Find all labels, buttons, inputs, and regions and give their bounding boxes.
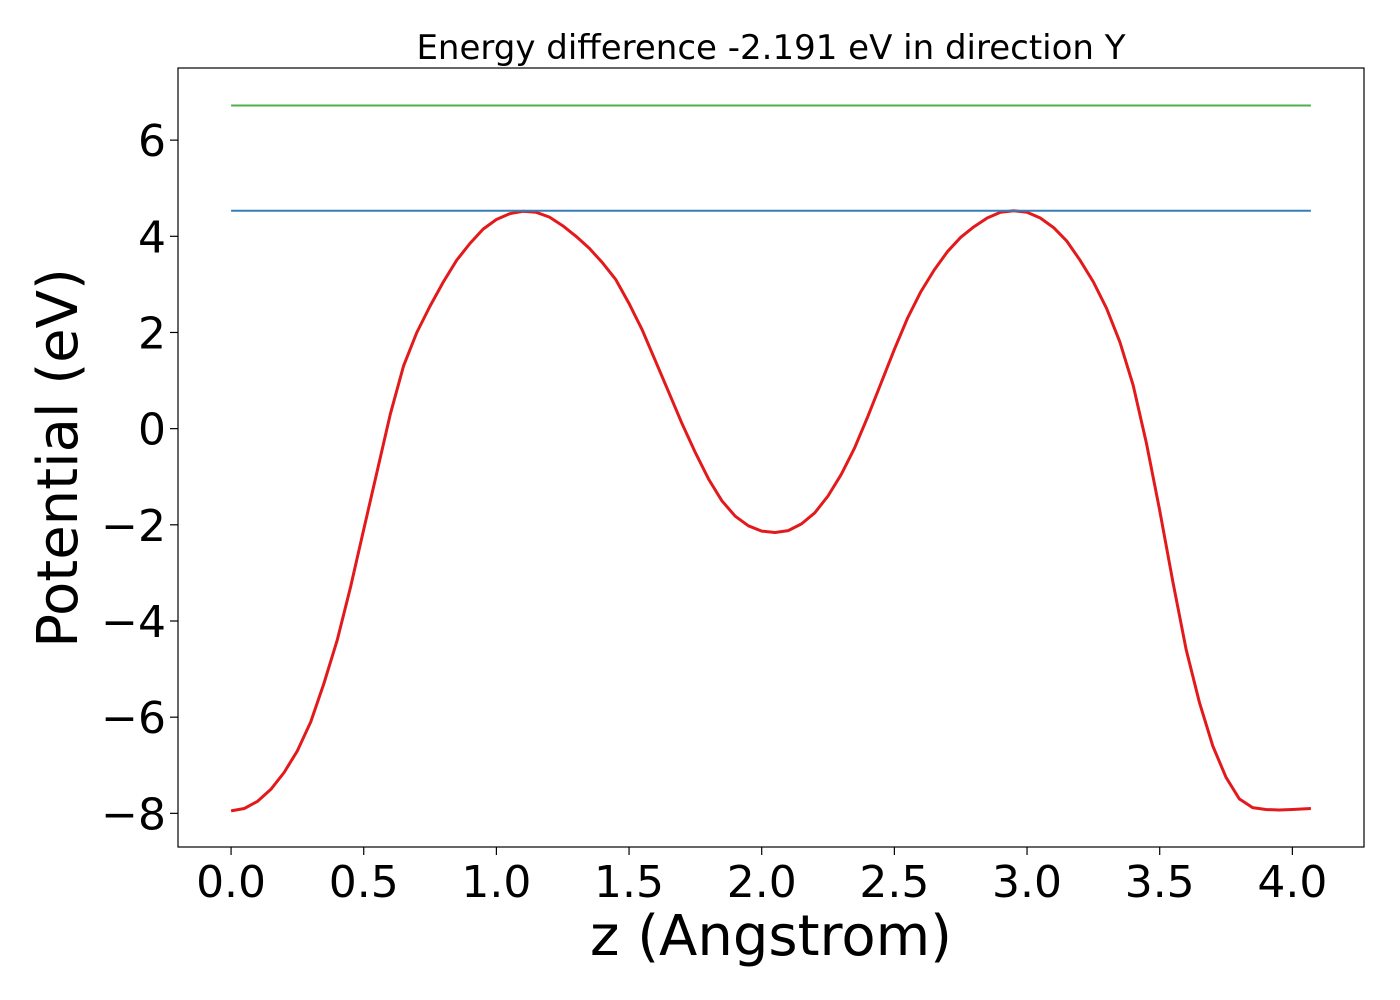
x-tick-label: 1.5 [594, 857, 664, 908]
x-tick-label: 0.0 [196, 857, 266, 908]
y-tick-label: 6 [138, 116, 166, 167]
y-tick-label: −6 [101, 693, 166, 744]
y-tick-label: −8 [101, 789, 166, 840]
y-tick-label: −4 [101, 597, 166, 648]
x-tick-label: 2.0 [727, 857, 797, 908]
x-axis-label: z (Angstrom) [590, 904, 952, 969]
series-layer [230, 104, 1311, 813]
y-tick-label: 2 [138, 308, 166, 359]
x-tick-label: 4.0 [1257, 857, 1327, 908]
y-ticks: −8 −6 −4 −2 0 2 4 6 [101, 116, 178, 840]
x-tick-label: 3.0 [992, 857, 1062, 908]
x-ticks: 0.0 0.5 1.0 1.5 2.0 2.5 3.0 3.5 4.0 [196, 847, 1327, 908]
x-tick-label: 3.5 [1125, 857, 1195, 908]
y-axis-label: Potential (eV) [26, 268, 91, 648]
x-tick-label: 1.0 [461, 857, 531, 908]
series-line-1 [230, 209, 1311, 813]
x-tick-label: 2.5 [859, 857, 929, 908]
y-tick-label: 0 [138, 405, 166, 456]
y-tick-label: −2 [101, 501, 166, 552]
chart-title: Energy difference -2.191 eV in direction… [416, 28, 1125, 68]
plot-frame [177, 67, 1365, 848]
x-tick-label: 0.5 [329, 857, 399, 908]
y-tick-label: 4 [138, 212, 166, 263]
